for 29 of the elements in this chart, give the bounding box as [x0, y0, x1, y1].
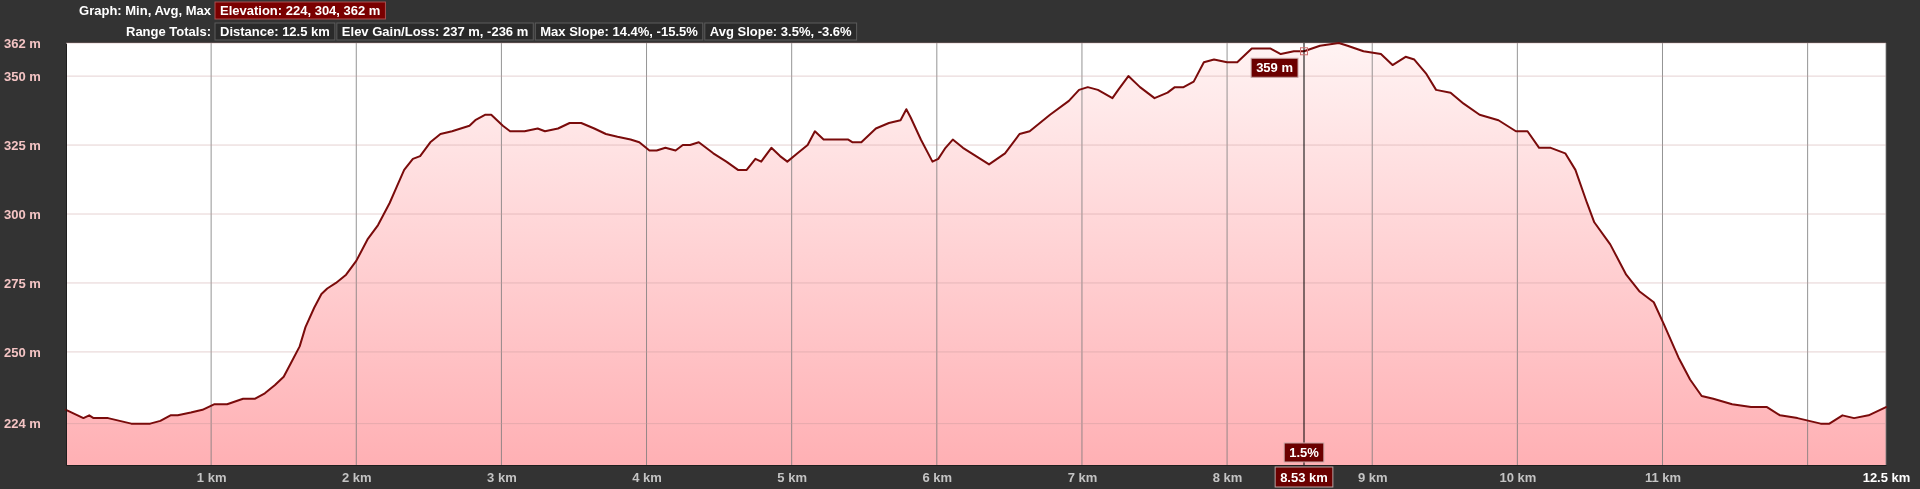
y-tick-label: 362 m [4, 35, 41, 51]
x-tick-label: 4 km [632, 470, 662, 486]
x-tick-label: 7 km [1067, 470, 1098, 486]
text: Graph: Min, Avg, Max [79, 3, 212, 19]
annotation: 359 m [1256, 60, 1294, 76]
y-tick-label: 275 m [4, 275, 41, 291]
text: Distance: 12.5 km [220, 24, 330, 40]
text: Elev Gain/Loss: 237 m, -236 m [341, 24, 529, 40]
text: Max Slope: 14.4%, -15.5% [540, 24, 699, 40]
y-tick-label: 325 m [4, 137, 41, 153]
x-tick-label: 10 km [1499, 470, 1537, 486]
x-tick-label: 6 km [922, 470, 953, 486]
x-tick-label: 1 km [196, 470, 227, 486]
text: Range Totals: [126, 24, 211, 40]
y-tick-label: 300 m [4, 206, 41, 222]
x-tick-label: 9 km [1357, 470, 1388, 486]
ref-line-label: 8.53 km [1280, 469, 1328, 485]
annotation: 1.5% [1289, 445, 1320, 461]
x-tick-label: 3 km [487, 470, 517, 486]
text: Elevation: 224, 304, 362 m [220, 3, 381, 19]
y-tick-label: 350 m [4, 68, 41, 84]
x-tick-label: 5 km [777, 470, 807, 486]
y-tick-label: 224 m [4, 416, 41, 432]
x-tick-label: 12.5 km [1862, 470, 1911, 486]
y-tick-label: 250 m [4, 344, 41, 360]
x-tick-label: 8 km [1212, 470, 1243, 486]
text: Avg Slope: 3.5%, -3.6% [709, 24, 853, 40]
x-tick-label: 11 km [1644, 470, 1682, 486]
x-tick-label: 2 km [341, 470, 372, 486]
